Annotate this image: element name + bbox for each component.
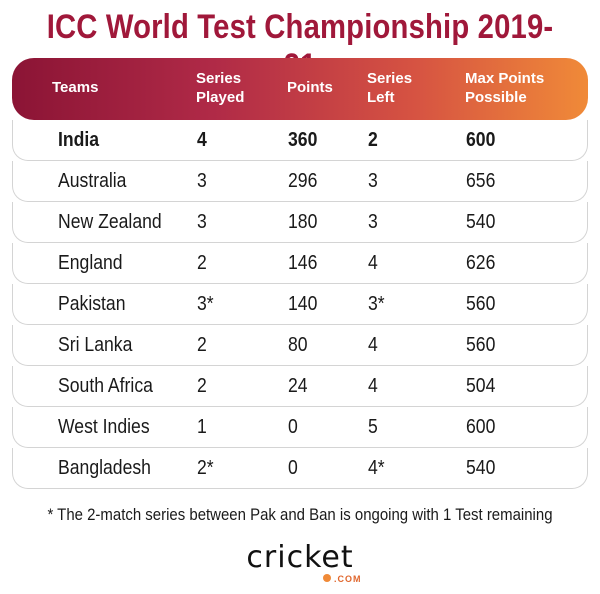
team-name: Sri Lanka bbox=[58, 334, 133, 356]
series-left: 3* bbox=[368, 293, 385, 315]
team-name: West Indies bbox=[58, 416, 150, 438]
team-name: South Africa bbox=[58, 375, 153, 397]
table-row: England 2 146 4 626 bbox=[12, 243, 588, 284]
points: 0 bbox=[288, 457, 298, 479]
series-played: 3* bbox=[197, 293, 214, 315]
header-series-left: Series Left bbox=[367, 70, 413, 106]
header-points: Points bbox=[287, 79, 333, 96]
table-row: India 4 360 2 600 bbox=[12, 120, 588, 161]
series-played: 2 bbox=[197, 375, 207, 397]
standings-table: Teams Series Played Points Series Left Max… bbox=[12, 58, 588, 490]
series-played: 3 bbox=[197, 211, 207, 233]
points: 146 bbox=[288, 252, 318, 274]
team-name: New Zealand bbox=[58, 211, 162, 233]
logo-dot-icon bbox=[323, 574, 331, 582]
team-name: Pakistan bbox=[58, 293, 126, 315]
series-played: 3 bbox=[197, 170, 207, 192]
series-left: 3 bbox=[368, 211, 378, 233]
points: 24 bbox=[288, 375, 308, 397]
series-left: 4 bbox=[368, 334, 378, 356]
table-row: Pakistan 3* 140 3* 560 bbox=[12, 284, 588, 325]
team-name: Australia bbox=[58, 170, 127, 192]
series-played: 2* bbox=[197, 457, 214, 479]
series-left: 5 bbox=[368, 416, 378, 438]
table-row: Sri Lanka 2 80 4 560 bbox=[12, 325, 588, 366]
points: 0 bbox=[288, 416, 298, 438]
cricket-com-logo: cricket .COM bbox=[0, 540, 600, 584]
table-row: New Zealand 3 180 3 540 bbox=[12, 202, 588, 243]
table-row: Bangladesh 2* 0 4* 540 bbox=[12, 448, 588, 489]
series-left: 4* bbox=[368, 457, 385, 479]
team-name: India bbox=[58, 129, 100, 151]
team-name: England bbox=[58, 252, 123, 274]
header-series-played: Series Played bbox=[196, 70, 245, 106]
table-row: West Indies 1 0 5 600 bbox=[12, 407, 588, 448]
series-played: 4 bbox=[197, 129, 207, 151]
points: 80 bbox=[288, 334, 308, 356]
max-points: 540 bbox=[466, 457, 496, 479]
max-points: 504 bbox=[466, 375, 496, 397]
series-left: 4 bbox=[368, 375, 378, 397]
max-points: 540 bbox=[466, 211, 496, 233]
max-points: 626 bbox=[466, 252, 496, 274]
table-row: Australia 3 296 3 656 bbox=[12, 161, 588, 202]
header-teams: Teams bbox=[52, 79, 99, 96]
max-points: 560 bbox=[466, 334, 496, 356]
team-name: Bangladesh bbox=[58, 457, 151, 479]
max-points: 600 bbox=[466, 416, 496, 438]
points: 296 bbox=[288, 170, 318, 192]
points: 180 bbox=[288, 211, 318, 233]
logo-wordmark: cricket bbox=[246, 540, 354, 575]
table-body: India 4 360 2 600 Australia 3 296 3 656 … bbox=[12, 120, 588, 489]
table-header: Teams Series Played Points Series Left Max… bbox=[12, 58, 588, 120]
series-left: 4 bbox=[368, 252, 378, 274]
max-points: 560 bbox=[466, 293, 496, 315]
header-max-points: Max Points Possible bbox=[465, 70, 545, 106]
max-points: 656 bbox=[466, 170, 496, 192]
series-left: 2 bbox=[368, 129, 378, 151]
series-played: 2 bbox=[197, 252, 207, 274]
series-left: 3 bbox=[368, 170, 378, 192]
points: 140 bbox=[288, 293, 318, 315]
series-played: 2 bbox=[197, 334, 207, 356]
points: 360 bbox=[288, 129, 318, 151]
table-row: South Africa 2 24 4 504 bbox=[12, 366, 588, 407]
series-played: 1 bbox=[197, 416, 207, 438]
max-points: 600 bbox=[466, 129, 496, 151]
footnote: * The 2-match series between Pak and Ban… bbox=[47, 505, 553, 524]
logo-suffix: .COM bbox=[323, 574, 362, 584]
